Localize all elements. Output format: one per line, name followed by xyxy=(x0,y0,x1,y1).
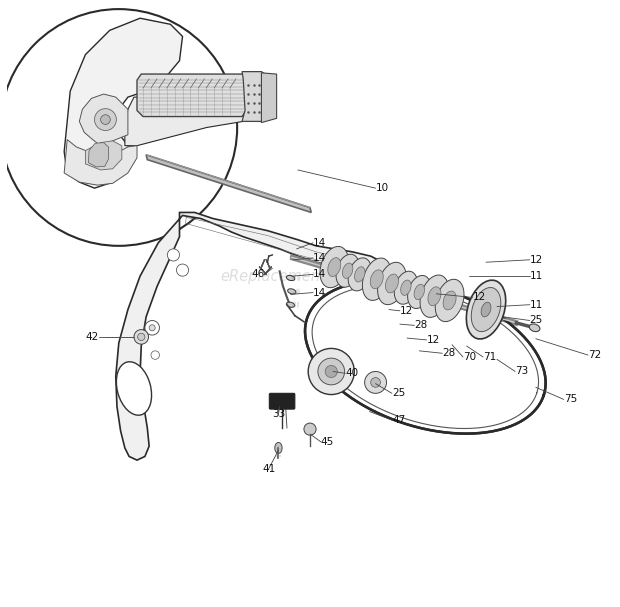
Text: 25: 25 xyxy=(392,388,405,398)
Circle shape xyxy=(318,358,345,385)
Text: 14: 14 xyxy=(313,288,326,297)
Polygon shape xyxy=(64,18,182,188)
Ellipse shape xyxy=(348,258,371,291)
Text: 71: 71 xyxy=(483,352,496,362)
Text: 12: 12 xyxy=(472,293,486,302)
Circle shape xyxy=(371,378,381,387)
Text: 14: 14 xyxy=(313,270,326,279)
Text: 45: 45 xyxy=(321,437,334,447)
Polygon shape xyxy=(86,141,122,170)
Ellipse shape xyxy=(428,287,441,306)
Ellipse shape xyxy=(394,271,417,304)
Ellipse shape xyxy=(466,280,506,339)
Text: 11: 11 xyxy=(529,300,543,310)
FancyBboxPatch shape xyxy=(269,393,295,409)
Circle shape xyxy=(365,371,386,393)
Polygon shape xyxy=(64,140,137,185)
Polygon shape xyxy=(137,74,246,117)
Text: 75: 75 xyxy=(564,395,577,404)
Circle shape xyxy=(138,333,145,341)
Text: 70: 70 xyxy=(463,352,476,362)
Text: 41: 41 xyxy=(262,464,275,473)
Circle shape xyxy=(134,330,149,344)
Circle shape xyxy=(94,109,117,131)
Polygon shape xyxy=(242,72,267,121)
Text: 11: 11 xyxy=(529,271,543,281)
Ellipse shape xyxy=(414,284,425,300)
Polygon shape xyxy=(79,94,128,146)
Text: 33: 33 xyxy=(272,409,285,419)
Circle shape xyxy=(145,320,159,335)
Text: 47: 47 xyxy=(392,415,405,425)
Circle shape xyxy=(304,423,316,435)
Text: 25: 25 xyxy=(529,316,543,325)
Text: 72: 72 xyxy=(588,350,601,360)
Ellipse shape xyxy=(435,279,464,322)
Text: 12: 12 xyxy=(529,255,543,265)
Ellipse shape xyxy=(288,289,296,294)
Ellipse shape xyxy=(320,246,348,288)
Circle shape xyxy=(308,348,354,395)
Ellipse shape xyxy=(401,280,411,296)
Text: 28: 28 xyxy=(442,348,456,358)
Text: 12: 12 xyxy=(427,335,440,345)
Text: 10: 10 xyxy=(376,183,389,193)
Polygon shape xyxy=(146,155,311,212)
Ellipse shape xyxy=(481,302,491,317)
Text: 12: 12 xyxy=(400,306,413,316)
Circle shape xyxy=(177,264,188,276)
Ellipse shape xyxy=(370,270,383,289)
Ellipse shape xyxy=(378,262,406,305)
Ellipse shape xyxy=(407,276,431,308)
Ellipse shape xyxy=(420,275,449,317)
Polygon shape xyxy=(89,143,108,167)
Circle shape xyxy=(100,115,110,124)
Polygon shape xyxy=(116,212,388,460)
Text: 14: 14 xyxy=(313,253,326,263)
Polygon shape xyxy=(305,280,546,433)
Ellipse shape xyxy=(362,258,391,300)
Circle shape xyxy=(325,365,337,378)
Ellipse shape xyxy=(529,324,540,331)
Text: eReplacementParts.com: eReplacementParts.com xyxy=(221,269,399,283)
Ellipse shape xyxy=(328,257,341,277)
Ellipse shape xyxy=(443,291,456,310)
Circle shape xyxy=(1,9,237,246)
Ellipse shape xyxy=(471,288,501,331)
Circle shape xyxy=(167,249,180,261)
Circle shape xyxy=(149,325,155,331)
Ellipse shape xyxy=(286,276,294,280)
Text: 42: 42 xyxy=(86,332,99,342)
Ellipse shape xyxy=(355,266,365,282)
Text: 14: 14 xyxy=(313,238,326,248)
Text: 40: 40 xyxy=(345,368,358,378)
Polygon shape xyxy=(125,79,249,146)
Text: 46: 46 xyxy=(251,270,265,279)
Ellipse shape xyxy=(286,302,294,307)
Polygon shape xyxy=(262,73,277,123)
Ellipse shape xyxy=(275,443,282,453)
Ellipse shape xyxy=(336,254,359,287)
Text: 73: 73 xyxy=(515,367,528,376)
Ellipse shape xyxy=(117,362,151,415)
Ellipse shape xyxy=(342,263,353,279)
Circle shape xyxy=(151,351,159,359)
Text: 28: 28 xyxy=(414,320,428,330)
Ellipse shape xyxy=(386,274,399,293)
